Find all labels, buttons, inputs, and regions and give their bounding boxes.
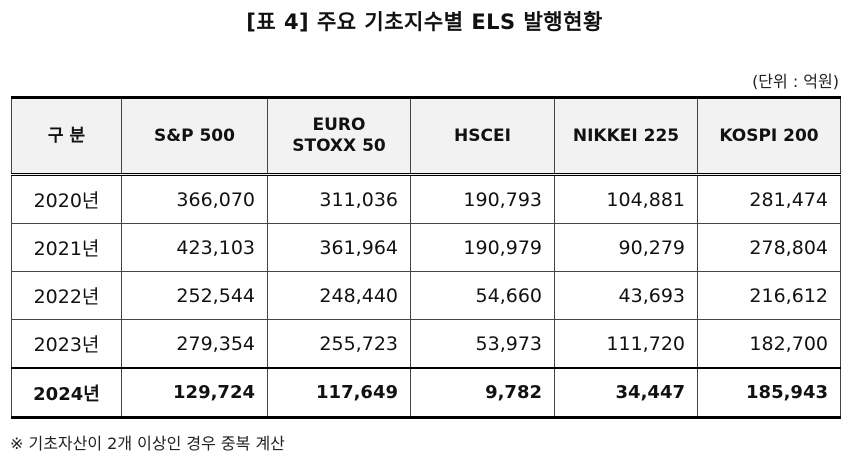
table-row-2024: 2024년 129,724 117,649 9,782 34,447 185,9… — [11, 367, 841, 418]
cell-value: 53,973 — [410, 319, 555, 369]
header-hscei: HSCEI — [410, 97, 555, 175]
els-issuance-table: 구 분 S&P 500 EURO STOXX 50 HSCEI NIKKEI 2… — [11, 96, 841, 419]
cell-value: 182,700 — [697, 319, 841, 369]
header-row: 구 분 S&P 500 EURO STOXX 50 HSCEI NIKKEI 2… — [11, 97, 841, 175]
cell-value: 311,036 — [267, 174, 411, 224]
cell-value: 361,964 — [267, 223, 411, 272]
cell-value: 278,804 — [697, 223, 841, 272]
header-nikkei225: NIKKEI 225 — [554, 97, 698, 175]
cell-value: 34,447 — [554, 367, 698, 418]
cell-value: 117,649 — [267, 367, 411, 418]
cell-value: 248,440 — [267, 271, 411, 320]
cell-value: 90,279 — [554, 223, 698, 272]
table-row: 2022년 252,544 248,440 54,660 43,693 216,… — [11, 271, 841, 320]
table-title: [표 4] 주요 기초지수별 ELS 발행현황 — [246, 10, 603, 34]
header-sp500: S&P 500 — [121, 97, 268, 175]
cell-value: 190,793 — [410, 174, 555, 224]
row-year: 2023년 — [11, 319, 122, 369]
header-eurostoxx50: EURO STOXX 50 — [267, 97, 411, 175]
footnote: ※ 기초자산이 2개 이상인 경우 중복 계산 — [10, 434, 285, 453]
header-category: 구 분 — [11, 97, 122, 175]
cell-value: 281,474 — [697, 174, 841, 224]
cell-value: 111,720 — [554, 319, 698, 369]
row-year: 2024년 — [11, 367, 122, 418]
cell-value: 104,881 — [554, 174, 698, 224]
cell-value: 366,070 — [121, 174, 268, 224]
row-year: 2021년 — [11, 223, 122, 272]
unit-label: (단위 : 억원) — [752, 72, 839, 91]
cell-value: 185,943 — [697, 367, 841, 418]
row-year: 2022년 — [11, 271, 122, 320]
cell-value: 252,544 — [121, 271, 268, 320]
cell-value: 43,693 — [554, 271, 698, 320]
table-row: 2021년 423,103 361,964 190,979 90,279 278… — [11, 223, 841, 272]
cell-value: 255,723 — [267, 319, 411, 369]
cell-value: 216,612 — [697, 271, 841, 320]
cell-value: 129,724 — [121, 367, 268, 418]
table-row: 2020년 366,070 311,036 190,793 104,881 28… — [11, 174, 841, 224]
header-kospi200: KOSPI 200 — [697, 97, 841, 175]
cell-value: 423,103 — [121, 223, 268, 272]
cell-value: 54,660 — [410, 271, 555, 320]
cell-value: 190,979 — [410, 223, 555, 272]
table-row: 2023년 279,354 255,723 53,973 111,720 182… — [11, 319, 841, 369]
row-year: 2020년 — [11, 174, 122, 224]
cell-value: 279,354 — [121, 319, 268, 369]
cell-value: 9,782 — [410, 367, 555, 418]
